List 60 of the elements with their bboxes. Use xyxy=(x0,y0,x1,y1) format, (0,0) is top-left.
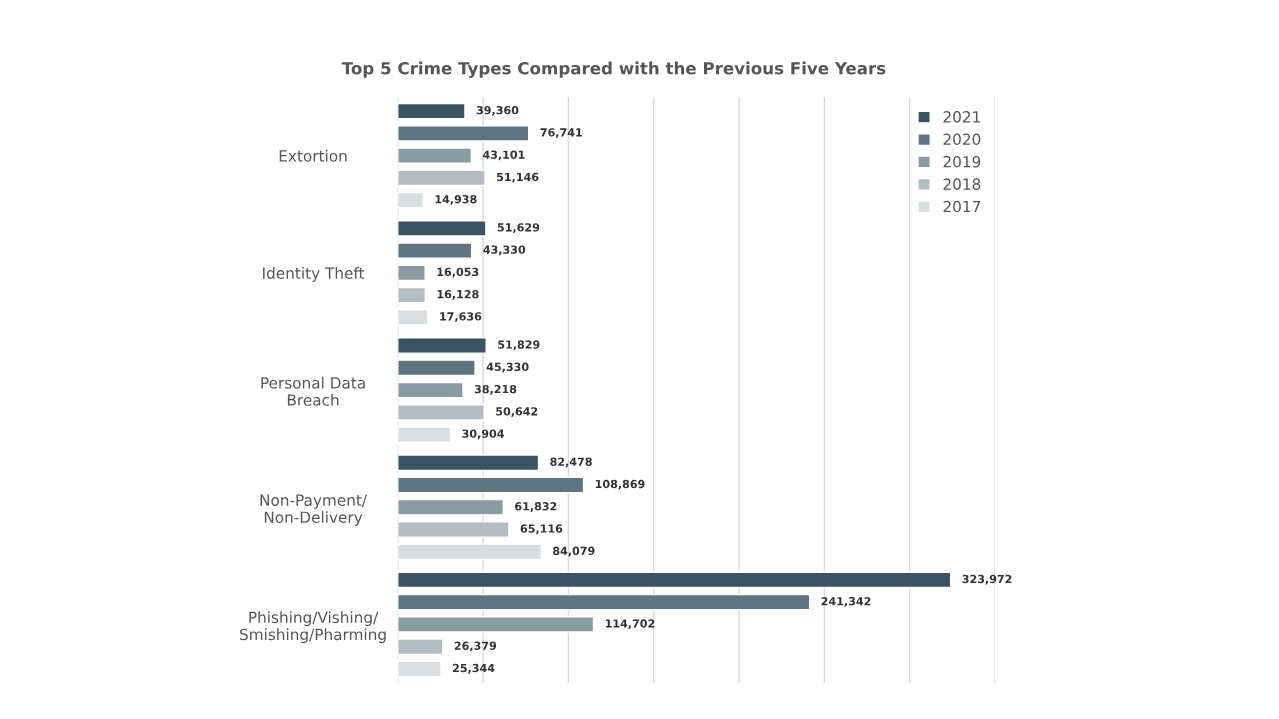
data-label: 50,642 xyxy=(496,407,538,417)
data-label: 51,146 xyxy=(497,172,539,183)
bar xyxy=(397,616,595,633)
data-label: 16,128 xyxy=(437,289,479,300)
data-label: 39,360 xyxy=(476,105,519,116)
y-tick-label: Identity Theft xyxy=(263,267,365,282)
bar xyxy=(397,498,504,516)
y-tick-label: Extortion xyxy=(279,149,347,162)
bar xyxy=(397,337,487,354)
data-label: 25,344 xyxy=(453,663,495,674)
bar xyxy=(397,191,424,209)
bar xyxy=(397,476,585,494)
data-label: 323,972 xyxy=(962,574,1012,585)
legend-label: 2018 xyxy=(943,178,981,190)
bar xyxy=(397,102,466,120)
data-label: 16,053 xyxy=(437,267,479,278)
data-label: 43,101 xyxy=(482,150,525,161)
bar xyxy=(397,125,530,142)
legend-label: 2020 xyxy=(943,133,981,146)
legend-label: 2017 xyxy=(943,200,981,213)
data-label: 45,330 xyxy=(486,362,529,373)
bar xyxy=(397,660,442,678)
data-label: 108,869 xyxy=(595,479,645,490)
y-tick-label: Non-Payment/ Non-Delivery xyxy=(260,494,368,526)
legend-label: 2019 xyxy=(943,155,981,168)
data-label: 82,478 xyxy=(550,457,592,468)
bar xyxy=(397,242,473,259)
data-label: 17,636 xyxy=(440,312,482,323)
data-label: 241,342 xyxy=(821,597,871,607)
data-label: 38,218 xyxy=(474,384,517,395)
bar xyxy=(397,147,473,164)
bar xyxy=(397,381,464,399)
y-tick-label: Phishing/Vishing/ Smishing/Pharming xyxy=(240,611,386,644)
data-label: 76,741 xyxy=(540,128,582,139)
data-label: 30,904 xyxy=(462,429,504,440)
bar xyxy=(397,638,444,656)
data-label: 26,379 xyxy=(454,641,497,652)
bar xyxy=(397,169,486,187)
data-label: 65,116 xyxy=(520,524,563,535)
bar xyxy=(397,286,426,304)
data-label: 114,702 xyxy=(605,619,655,630)
bar xyxy=(397,359,476,377)
data-label: 43,330 xyxy=(483,245,526,256)
bar xyxy=(397,220,487,237)
legend-label: 2021 xyxy=(943,111,980,123)
bar xyxy=(397,426,452,443)
bar xyxy=(397,264,426,282)
data-label: 51,829 xyxy=(498,340,540,351)
bar xyxy=(397,571,952,589)
data-label: 61,832 xyxy=(515,502,557,512)
bar xyxy=(397,404,485,421)
bar xyxy=(397,521,510,538)
bar xyxy=(397,309,429,326)
bar xyxy=(397,454,540,472)
data-label: 51,629 xyxy=(497,223,540,233)
chart-title: Top 5 Crime Types Compared with the Previous Five Years xyxy=(341,61,886,78)
data-label: 14,938 xyxy=(435,195,477,205)
y-tick-label: Personal Data Breach xyxy=(261,376,365,406)
bar xyxy=(397,593,811,611)
data-label: 84,079 xyxy=(553,546,595,557)
